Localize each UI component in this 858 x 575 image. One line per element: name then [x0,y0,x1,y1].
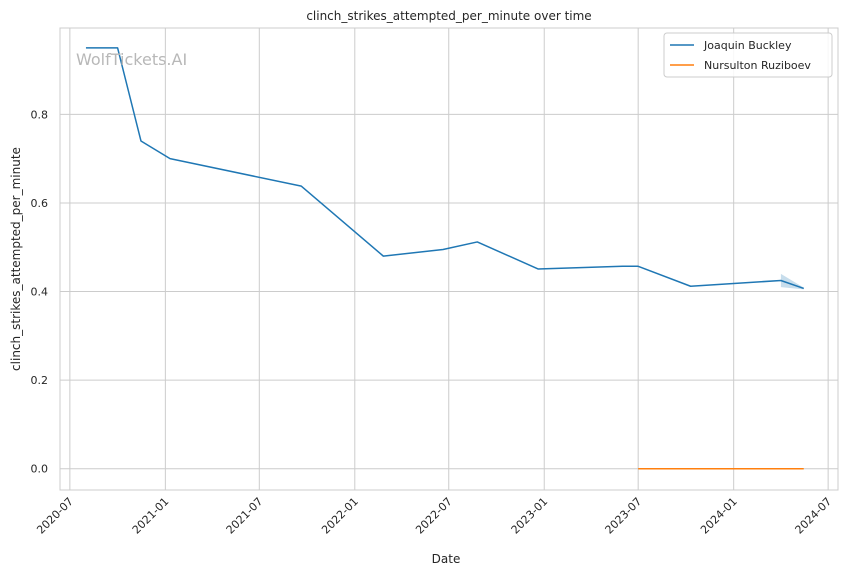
x-tick-label: 2024-07 [793,495,835,537]
plot-area-frame [59,27,839,491]
x-tick-label: 2023-07 [603,495,645,537]
x-axis-label: Date [432,552,461,566]
x-tick-label: 2020-07 [34,495,76,537]
chart-title: clinch_strikes_attempted_per_minute over… [306,9,591,23]
x-tick-label: 2021-01 [130,495,172,537]
watermark: WolfTickets.AI [76,50,187,69]
y-tick-label: 0.0 [31,463,49,476]
y-tick-label: 0.2 [31,374,49,387]
confidence-band-joaquin-buckley [780,273,804,290]
y-tick-label: 0.4 [31,286,49,299]
y-tick-label: 0.8 [31,108,49,121]
confidence-bands [780,273,804,290]
x-tick-label: 2022-07 [413,495,455,537]
x-tick-label: 2023-01 [509,495,551,537]
x-tick-label: 2022-01 [319,495,361,537]
legend-label-nursulton-ruziboev: Nursulton Ruziboev [704,59,811,72]
legend-label-joaquin-buckley: Joaquin Buckley [703,39,792,52]
y-tick-label: 0.6 [31,197,49,210]
grid [60,28,838,490]
series-line-joaquin-buckley [85,47,804,290]
series-lines [85,47,804,470]
x-axis-ticks: 2020-07 2021-01 2021-07 2022-01 2022-07 2023-… [34,495,834,537]
y-axis-label: clinch_strikes_attempted_per_minute [9,147,23,371]
legend: Joaquin Buckley Nursulton Ruziboev [663,32,833,78]
legend-box [663,32,833,78]
x-tick-label: 2021-07 [224,495,266,537]
y-axis-ticks: 0.0 0.2 0.4 0.6 0.8 [31,108,49,475]
x-tick-label: 2024-01 [698,495,740,537]
